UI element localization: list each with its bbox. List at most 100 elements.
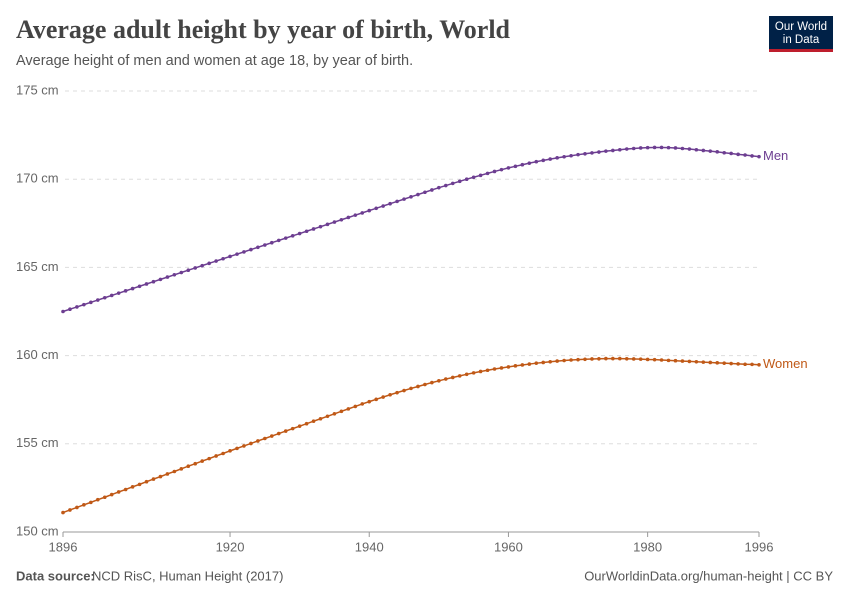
point bbox=[304, 421, 309, 426]
point bbox=[624, 356, 629, 361]
point bbox=[388, 392, 392, 397]
point bbox=[576, 152, 580, 157]
point bbox=[68, 508, 72, 512]
point bbox=[430, 380, 434, 385]
point bbox=[381, 395, 385, 399]
point bbox=[499, 366, 504, 370]
point bbox=[583, 357, 587, 362]
y-tick-label: 150 cm bbox=[16, 523, 59, 538]
point bbox=[242, 250, 246, 254]
x-tick-label: 1920 bbox=[216, 539, 245, 554]
point bbox=[506, 365, 511, 369]
point bbox=[478, 369, 483, 374]
point bbox=[75, 505, 79, 510]
logo[interactable]: Our World in Data bbox=[769, 16, 833, 52]
point bbox=[604, 356, 608, 361]
source: NCD RisC, Human Height (2017) bbox=[92, 568, 283, 583]
point bbox=[555, 359, 559, 363]
point bbox=[263, 243, 267, 247]
point bbox=[708, 149, 713, 153]
point bbox=[743, 362, 747, 367]
point bbox=[256, 245, 260, 250]
point bbox=[137, 482, 142, 487]
point bbox=[165, 275, 170, 279]
logo-text: Our World bbox=[775, 21, 827, 33]
point bbox=[82, 302, 86, 307]
point bbox=[270, 434, 274, 438]
point bbox=[520, 363, 525, 367]
point bbox=[200, 459, 204, 463]
x-tick-label: 1896 bbox=[49, 539, 78, 554]
point bbox=[520, 162, 525, 167]
point bbox=[722, 150, 726, 155]
point bbox=[611, 148, 615, 153]
point bbox=[283, 429, 288, 433]
point bbox=[89, 300, 93, 305]
point bbox=[444, 377, 448, 381]
point bbox=[736, 362, 740, 366]
point bbox=[423, 190, 427, 195]
point bbox=[444, 183, 448, 188]
point bbox=[715, 361, 720, 365]
point bbox=[576, 357, 580, 362]
series-label: Women bbox=[763, 356, 808, 371]
point bbox=[666, 358, 671, 363]
x-tick-label: 1960 bbox=[494, 539, 523, 554]
point bbox=[743, 153, 747, 157]
point bbox=[409, 386, 413, 391]
point bbox=[304, 229, 309, 234]
point bbox=[645, 145, 650, 150]
point bbox=[569, 153, 573, 158]
point bbox=[249, 247, 253, 252]
point bbox=[534, 361, 539, 365]
point bbox=[729, 361, 733, 366]
point bbox=[374, 397, 379, 402]
point bbox=[158, 474, 163, 479]
point bbox=[604, 149, 608, 153]
point bbox=[541, 360, 546, 365]
point bbox=[409, 195, 413, 199]
point bbox=[694, 359, 699, 364]
credit[interactable]: OurWorldinData.org/human-height | CC BY bbox=[584, 568, 833, 583]
point bbox=[722, 361, 726, 365]
point bbox=[109, 492, 114, 497]
point bbox=[235, 252, 239, 256]
point bbox=[388, 201, 392, 206]
point bbox=[325, 414, 330, 419]
point bbox=[437, 185, 441, 190]
point bbox=[172, 273, 177, 277]
point bbox=[186, 464, 191, 469]
point bbox=[638, 146, 643, 150]
point bbox=[318, 416, 323, 421]
point bbox=[450, 375, 455, 380]
point bbox=[701, 148, 706, 153]
point bbox=[311, 419, 316, 424]
point bbox=[590, 357, 594, 361]
point bbox=[249, 441, 253, 446]
point bbox=[478, 173, 483, 178]
point bbox=[541, 158, 546, 163]
point bbox=[736, 152, 740, 157]
point bbox=[325, 222, 330, 227]
point bbox=[360, 402, 365, 406]
point bbox=[193, 461, 198, 466]
point bbox=[618, 147, 622, 152]
point bbox=[492, 367, 497, 371]
point bbox=[360, 211, 365, 215]
y-tick-label: 160 cm bbox=[16, 347, 59, 362]
point bbox=[61, 309, 65, 314]
point bbox=[395, 199, 399, 204]
point bbox=[123, 487, 128, 492]
point bbox=[158, 277, 163, 282]
point bbox=[687, 359, 692, 364]
point bbox=[346, 407, 351, 411]
point bbox=[165, 472, 170, 476]
point bbox=[652, 145, 657, 150]
logo-text: in Data bbox=[783, 34, 820, 46]
point bbox=[193, 266, 198, 270]
point bbox=[144, 282, 149, 286]
point bbox=[680, 359, 685, 363]
point bbox=[708, 360, 713, 365]
chart-subtitle: Average height of men and women at age 1… bbox=[16, 53, 413, 69]
point bbox=[638, 357, 643, 361]
